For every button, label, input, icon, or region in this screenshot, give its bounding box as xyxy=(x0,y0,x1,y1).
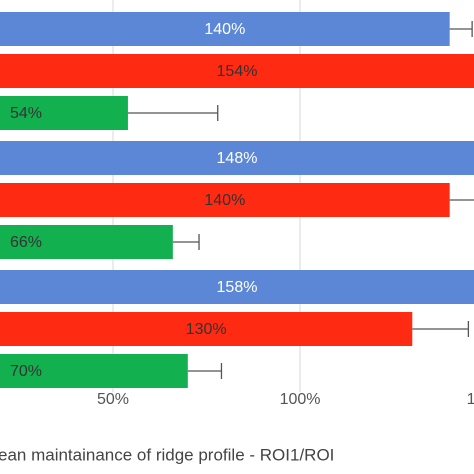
data-label: 54% xyxy=(10,105,42,122)
data-label: 70% xyxy=(10,363,42,380)
bar xyxy=(0,270,474,304)
bar xyxy=(0,225,173,259)
data-label: 158% xyxy=(217,279,258,296)
bar xyxy=(0,354,188,388)
x-axis-label: ean maintainance of ridge profile - ROI1… xyxy=(0,445,334,464)
bar xyxy=(0,96,128,130)
bar xyxy=(0,141,474,175)
bar xyxy=(0,12,450,46)
x-tick-label: 100% xyxy=(280,391,321,408)
data-label: 140% xyxy=(204,192,245,209)
bar xyxy=(0,312,413,346)
data-label: 66% xyxy=(10,234,42,251)
data-label: 154% xyxy=(217,63,258,80)
data-label: 130% xyxy=(186,321,227,338)
x-tick-label: 150% xyxy=(467,391,474,408)
bar xyxy=(0,183,450,217)
data-label: 140% xyxy=(204,21,245,38)
bar xyxy=(0,54,474,88)
x-tick-label: 50% xyxy=(97,391,129,408)
data-label: 148% xyxy=(217,150,258,167)
